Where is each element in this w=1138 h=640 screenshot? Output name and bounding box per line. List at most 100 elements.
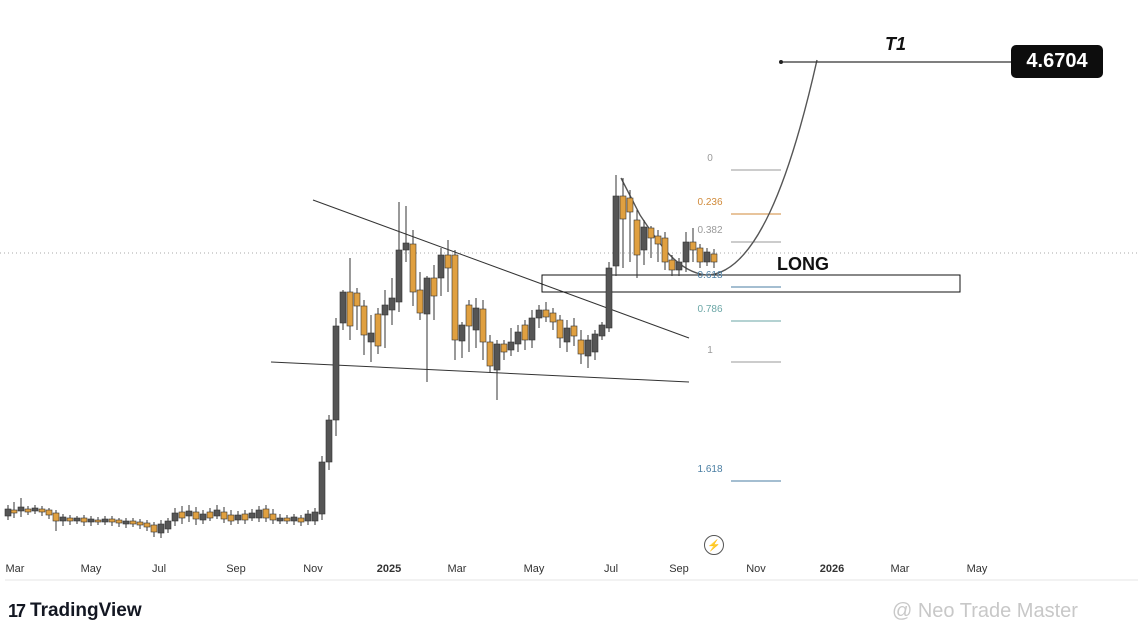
candle-body — [269, 513, 277, 521]
candle-body — [80, 517, 88, 523]
candle-body — [255, 509, 263, 519]
fib-level-label: 1.618 — [697, 464, 723, 475]
tradingview-logo-text: TradingView — [30, 600, 142, 621]
candle-body — [423, 277, 431, 315]
fib-level-label: 0 — [707, 153, 713, 164]
candle-body — [290, 516, 298, 522]
candle-body — [514, 331, 522, 345]
candle-body — [52, 512, 60, 522]
lightning-icon[interactable]: ⚡ — [704, 535, 724, 555]
candle-body — [4, 508, 12, 517]
x-tick-label: May — [523, 563, 545, 575]
candle-body — [339, 291, 347, 324]
target-price-badge: 4.6704 — [1011, 45, 1103, 78]
candle-body — [486, 341, 494, 367]
x-tick-label: 2025 — [376, 563, 402, 575]
tradingview-mark: 17 — [8, 600, 26, 621]
candle-body — [185, 510, 193, 517]
candle-body — [409, 243, 417, 293]
tradingview-logo: 17 TradingView — [8, 600, 142, 622]
watermark: @ Neo Trade Master — [892, 600, 1078, 622]
candle-body — [668, 259, 676, 271]
candle-body — [150, 524, 158, 533]
candle-body — [136, 521, 144, 526]
candle-body — [703, 251, 711, 263]
candle-body — [192, 511, 200, 520]
candle-body — [346, 291, 354, 327]
candle-body — [129, 520, 137, 525]
candle-body — [143, 522, 151, 528]
candle-body — [591, 333, 599, 353]
fib-level-label: 0.786 — [697, 304, 723, 315]
candle-body — [227, 514, 235, 522]
x-tick-label: 2026 — [819, 563, 845, 575]
lower-trendline — [270, 361, 690, 383]
candle-body — [234, 514, 242, 521]
candle-body — [619, 195, 627, 220]
candle-body — [528, 317, 536, 341]
candle-body — [262, 508, 270, 519]
candle-body — [395, 249, 403, 303]
candle-body — [472, 307, 480, 331]
candle-body — [45, 509, 53, 516]
candle-body — [465, 304, 473, 327]
candle-body — [101, 518, 109, 523]
candle-body — [73, 517, 81, 522]
candle-body — [556, 319, 564, 339]
candle-body — [374, 313, 382, 347]
candle-body — [689, 241, 697, 251]
fib-level-label: 0.382 — [697, 225, 723, 236]
candle-body — [654, 235, 662, 245]
candle-body — [682, 241, 690, 263]
candle-body — [577, 339, 585, 355]
candle-body — [10, 509, 18, 514]
candle-body — [493, 343, 501, 371]
x-tick-label: Sep — [669, 563, 689, 575]
target-label: T1 — [885, 34, 907, 54]
long-zone-label: LONG — [777, 254, 829, 274]
fib-level-label: 1 — [707, 345, 713, 356]
candle-body — [38, 508, 46, 513]
x-tick-label: Nov — [746, 563, 766, 575]
candle-body — [661, 237, 669, 263]
candle-body — [304, 513, 312, 522]
candle-body — [213, 509, 221, 517]
candle-body — [220, 511, 228, 520]
candle-body — [647, 227, 655, 239]
candle-body — [311, 511, 319, 522]
candle-body — [612, 195, 620, 267]
x-tick-label: Sep — [226, 563, 246, 575]
x-tick-label: Jul — [603, 563, 619, 575]
x-tick-label: Nov — [303, 563, 323, 575]
fib-level-label: 0.236 — [697, 197, 723, 208]
candle-body — [451, 254, 459, 341]
candle-body — [17, 506, 25, 512]
candle-body — [458, 324, 466, 342]
x-tick-label: May — [966, 563, 988, 575]
fib-level-label: 0.618 — [697, 270, 723, 281]
candle-body — [276, 517, 284, 522]
candle-body — [24, 508, 32, 513]
candle-body — [710, 253, 718, 263]
candle-body — [598, 324, 606, 337]
candle-body — [696, 247, 704, 263]
candle-body — [199, 513, 207, 521]
candle-body — [367, 332, 375, 343]
candle-body — [430, 277, 438, 297]
candle-body — [542, 309, 550, 318]
fib-lines — [731, 169, 781, 482]
candle-body — [402, 242, 410, 251]
candle-body — [437, 254, 445, 279]
candle-body — [206, 511, 214, 519]
candle-body — [479, 308, 487, 343]
candle-body — [248, 512, 256, 519]
candle-body — [563, 327, 571, 343]
candle-body — [521, 324, 529, 341]
candle-body — [570, 325, 578, 337]
x-tick-label: Mar — [447, 563, 467, 575]
candle-body — [360, 305, 368, 336]
candle-body — [584, 339, 592, 357]
candle-body — [122, 520, 130, 525]
x-tick-label: Mar — [890, 563, 910, 575]
